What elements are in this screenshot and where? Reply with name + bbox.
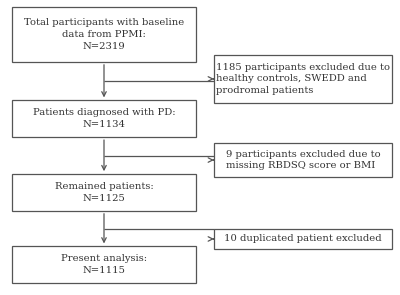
FancyBboxPatch shape: [12, 100, 196, 137]
Text: 9 participants excluded due to
missing RBDSQ score or BMI: 9 participants excluded due to missing R…: [226, 150, 380, 171]
FancyBboxPatch shape: [12, 246, 196, 283]
FancyBboxPatch shape: [12, 174, 196, 211]
Text: 10 duplicated patient excluded: 10 duplicated patient excluded: [224, 235, 382, 243]
Text: Remained patients:
N=1125: Remained patients: N=1125: [55, 182, 153, 203]
FancyBboxPatch shape: [12, 7, 196, 62]
Text: Present analysis:
N=1115: Present analysis: N=1115: [61, 254, 147, 275]
Text: Patients diagnosed with PD:
N=1134: Patients diagnosed with PD: N=1134: [33, 108, 175, 129]
Text: 1185 participants excluded due to
healthy controls, SWEDD and
prodromal patients: 1185 participants excluded due to health…: [216, 63, 390, 95]
FancyBboxPatch shape: [214, 55, 392, 103]
FancyBboxPatch shape: [214, 229, 392, 249]
Text: Total participants with baseline
data from PPMI:
N=2319: Total participants with baseline data fr…: [24, 18, 184, 51]
FancyBboxPatch shape: [214, 143, 392, 177]
